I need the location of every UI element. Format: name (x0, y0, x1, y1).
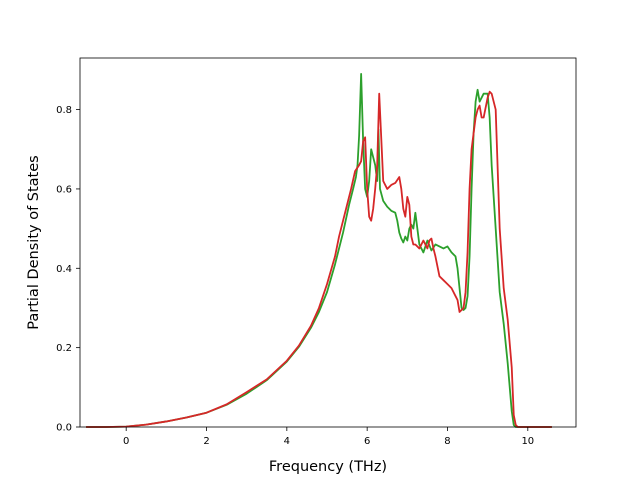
y-tick-label: 0.6 (56, 184, 72, 195)
x-tick-label: 4 (284, 436, 290, 447)
y-tick-label: 0.8 (56, 105, 72, 116)
x-tick-label: 2 (203, 436, 209, 447)
y-tick-label: 0.4 (56, 264, 72, 275)
y-axis-label: Partial Density of States (26, 155, 42, 329)
y-tick-label: 0.0 (56, 423, 72, 434)
x-axis: 0 2 4 6 8 10 (123, 427, 534, 447)
series-line-2 (86, 90, 552, 428)
x-axis-label: Frequency (THz) (269, 459, 387, 475)
x-tick-label: 6 (364, 436, 370, 447)
x-tick-label: 8 (444, 436, 450, 447)
x-tick-label: 10 (521, 436, 534, 447)
series-layer (86, 72, 552, 428)
series-line-1 (86, 72, 552, 428)
y-axis: 0.0 0.2 0.4 0.6 0.8 (56, 105, 80, 434)
plot-frame (79, 57, 577, 428)
x-tick-label: 0 (123, 436, 129, 447)
y-tick-label: 0.2 (56, 343, 72, 354)
